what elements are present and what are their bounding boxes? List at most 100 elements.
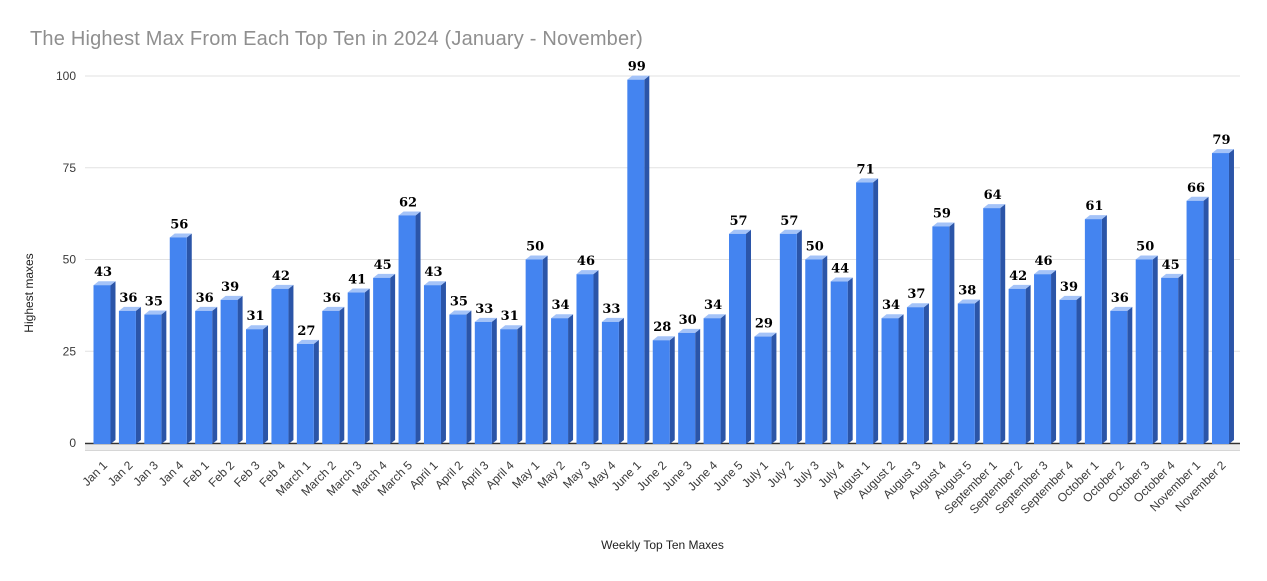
bar-value-label: 62 xyxy=(399,195,417,210)
bar[interactable] xyxy=(398,215,416,444)
x-tick-label: May 3 xyxy=(560,458,593,491)
bar[interactable] xyxy=(195,310,213,444)
bar[interactable] xyxy=(983,208,1001,444)
bar-top xyxy=(423,281,446,286)
bar[interactable] xyxy=(347,292,365,444)
bar-value-label: 50 xyxy=(1136,240,1154,255)
bar-top xyxy=(576,270,599,275)
bar[interactable] xyxy=(449,314,467,444)
bar-top xyxy=(601,317,624,322)
bar-value-label: 57 xyxy=(729,214,747,229)
bar-top xyxy=(906,303,929,308)
bar-top xyxy=(830,277,853,282)
bar[interactable] xyxy=(652,340,670,444)
bar[interactable] xyxy=(1161,277,1179,444)
bar[interactable] xyxy=(525,259,543,445)
bar-side xyxy=(822,255,828,444)
bar-top xyxy=(220,295,243,300)
bar-top xyxy=(322,306,345,311)
bar[interactable] xyxy=(93,285,111,444)
bar[interactable] xyxy=(576,274,594,444)
bar-top xyxy=(169,233,192,238)
bar[interactable] xyxy=(805,259,823,445)
bar-side xyxy=(1101,215,1107,444)
bar-top xyxy=(474,317,497,322)
x-tick-label: Jan 1 xyxy=(79,458,110,489)
bar[interactable] xyxy=(601,321,619,444)
x-tick-label: Jan 4 xyxy=(156,458,187,489)
bar[interactable] xyxy=(1034,274,1052,444)
bar-side xyxy=(1203,196,1209,444)
bar-side xyxy=(339,306,345,444)
bar[interactable] xyxy=(271,288,289,444)
bar[interactable] xyxy=(627,79,645,445)
bar[interactable] xyxy=(1059,299,1077,444)
bar[interactable] xyxy=(1211,153,1229,444)
bar-side xyxy=(161,310,167,444)
bar[interactable] xyxy=(423,285,441,444)
bar[interactable] xyxy=(729,233,746,444)
bar[interactable] xyxy=(754,336,772,444)
bar-side xyxy=(390,273,396,444)
bar-side xyxy=(593,270,599,444)
bar[interactable] xyxy=(551,318,569,444)
bar[interactable] xyxy=(957,303,975,444)
bar-side xyxy=(1152,255,1158,444)
bar-side xyxy=(212,306,218,444)
x-tick-label: Jan 2 xyxy=(105,458,136,489)
bar-side xyxy=(415,211,421,444)
bar-value-label: 42 xyxy=(272,269,290,284)
bar[interactable] xyxy=(118,310,136,444)
bar[interactable] xyxy=(703,318,721,444)
bar-value-label: 34 xyxy=(704,298,722,313)
bar-value-label: 30 xyxy=(679,313,697,328)
x-tick-label: Feb 1 xyxy=(180,458,212,490)
bar-value-label: 79 xyxy=(1212,133,1230,148)
bar-top xyxy=(500,325,523,330)
bar-value-label: 56 xyxy=(170,217,188,232)
bar[interactable] xyxy=(1186,200,1204,444)
bar[interactable] xyxy=(906,307,924,444)
bar[interactable] xyxy=(169,237,187,444)
bar[interactable] xyxy=(220,299,238,444)
bar[interactable] xyxy=(856,182,874,444)
bar-top xyxy=(1008,284,1031,289)
bar[interactable] xyxy=(881,318,899,444)
bar[interactable] xyxy=(144,314,162,444)
y-axis-title: Highest maxes xyxy=(22,253,36,333)
chart-title[interactable]: The Highest Max From Each Top Ten in 202… xyxy=(30,28,644,50)
bar[interactable] xyxy=(373,277,391,444)
bar-side xyxy=(491,317,497,444)
bar[interactable] xyxy=(500,329,518,444)
bar-top xyxy=(1211,149,1234,154)
bar[interactable] xyxy=(1110,310,1128,444)
bar[interactable] xyxy=(1084,219,1102,444)
bar-value-label: 44 xyxy=(831,262,849,277)
bar[interactable] xyxy=(474,321,492,444)
y-tick-label: 0 xyxy=(69,436,76,450)
bar-value-label: 29 xyxy=(755,317,773,332)
bar[interactable] xyxy=(830,281,848,444)
bar-side xyxy=(720,314,726,444)
x-tick-label: May 2 xyxy=(535,458,568,491)
bar-value-label: 36 xyxy=(196,291,214,306)
bar[interactable] xyxy=(678,332,696,444)
bar[interactable] xyxy=(779,233,797,444)
bar-value-label: 35 xyxy=(450,295,468,310)
bar[interactable] xyxy=(932,226,950,444)
bar-side xyxy=(313,339,319,444)
bar-value-label: 57 xyxy=(780,214,798,229)
bar[interactable] xyxy=(322,310,340,444)
bar[interactable] xyxy=(296,343,314,444)
bar[interactable] xyxy=(1008,288,1026,444)
bar[interactable] xyxy=(246,329,264,444)
bar-value-label: 36 xyxy=(119,291,137,306)
bar[interactable] xyxy=(1135,259,1153,445)
bar-side xyxy=(1025,284,1031,444)
bar-value-label: 50 xyxy=(526,240,544,255)
bar-side xyxy=(1127,306,1133,444)
bar-side xyxy=(1228,149,1234,444)
bar-side xyxy=(923,303,929,444)
